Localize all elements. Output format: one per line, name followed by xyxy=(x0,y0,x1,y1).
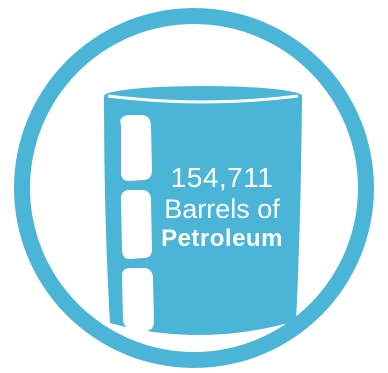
barrel-highlight-bottom xyxy=(122,268,154,331)
commodity-name: Petroleum xyxy=(161,225,283,252)
barrel-highlight-top xyxy=(120,115,152,181)
oil-barrel-icon xyxy=(101,86,302,336)
barrel-unit-text: Barrels of xyxy=(164,194,280,224)
barrel-count-value: 154,711 xyxy=(170,162,274,193)
barrel-highlight-middle xyxy=(120,190,152,259)
barrel-count-label: 154,711 Barrels of Petroleum xyxy=(150,164,294,251)
